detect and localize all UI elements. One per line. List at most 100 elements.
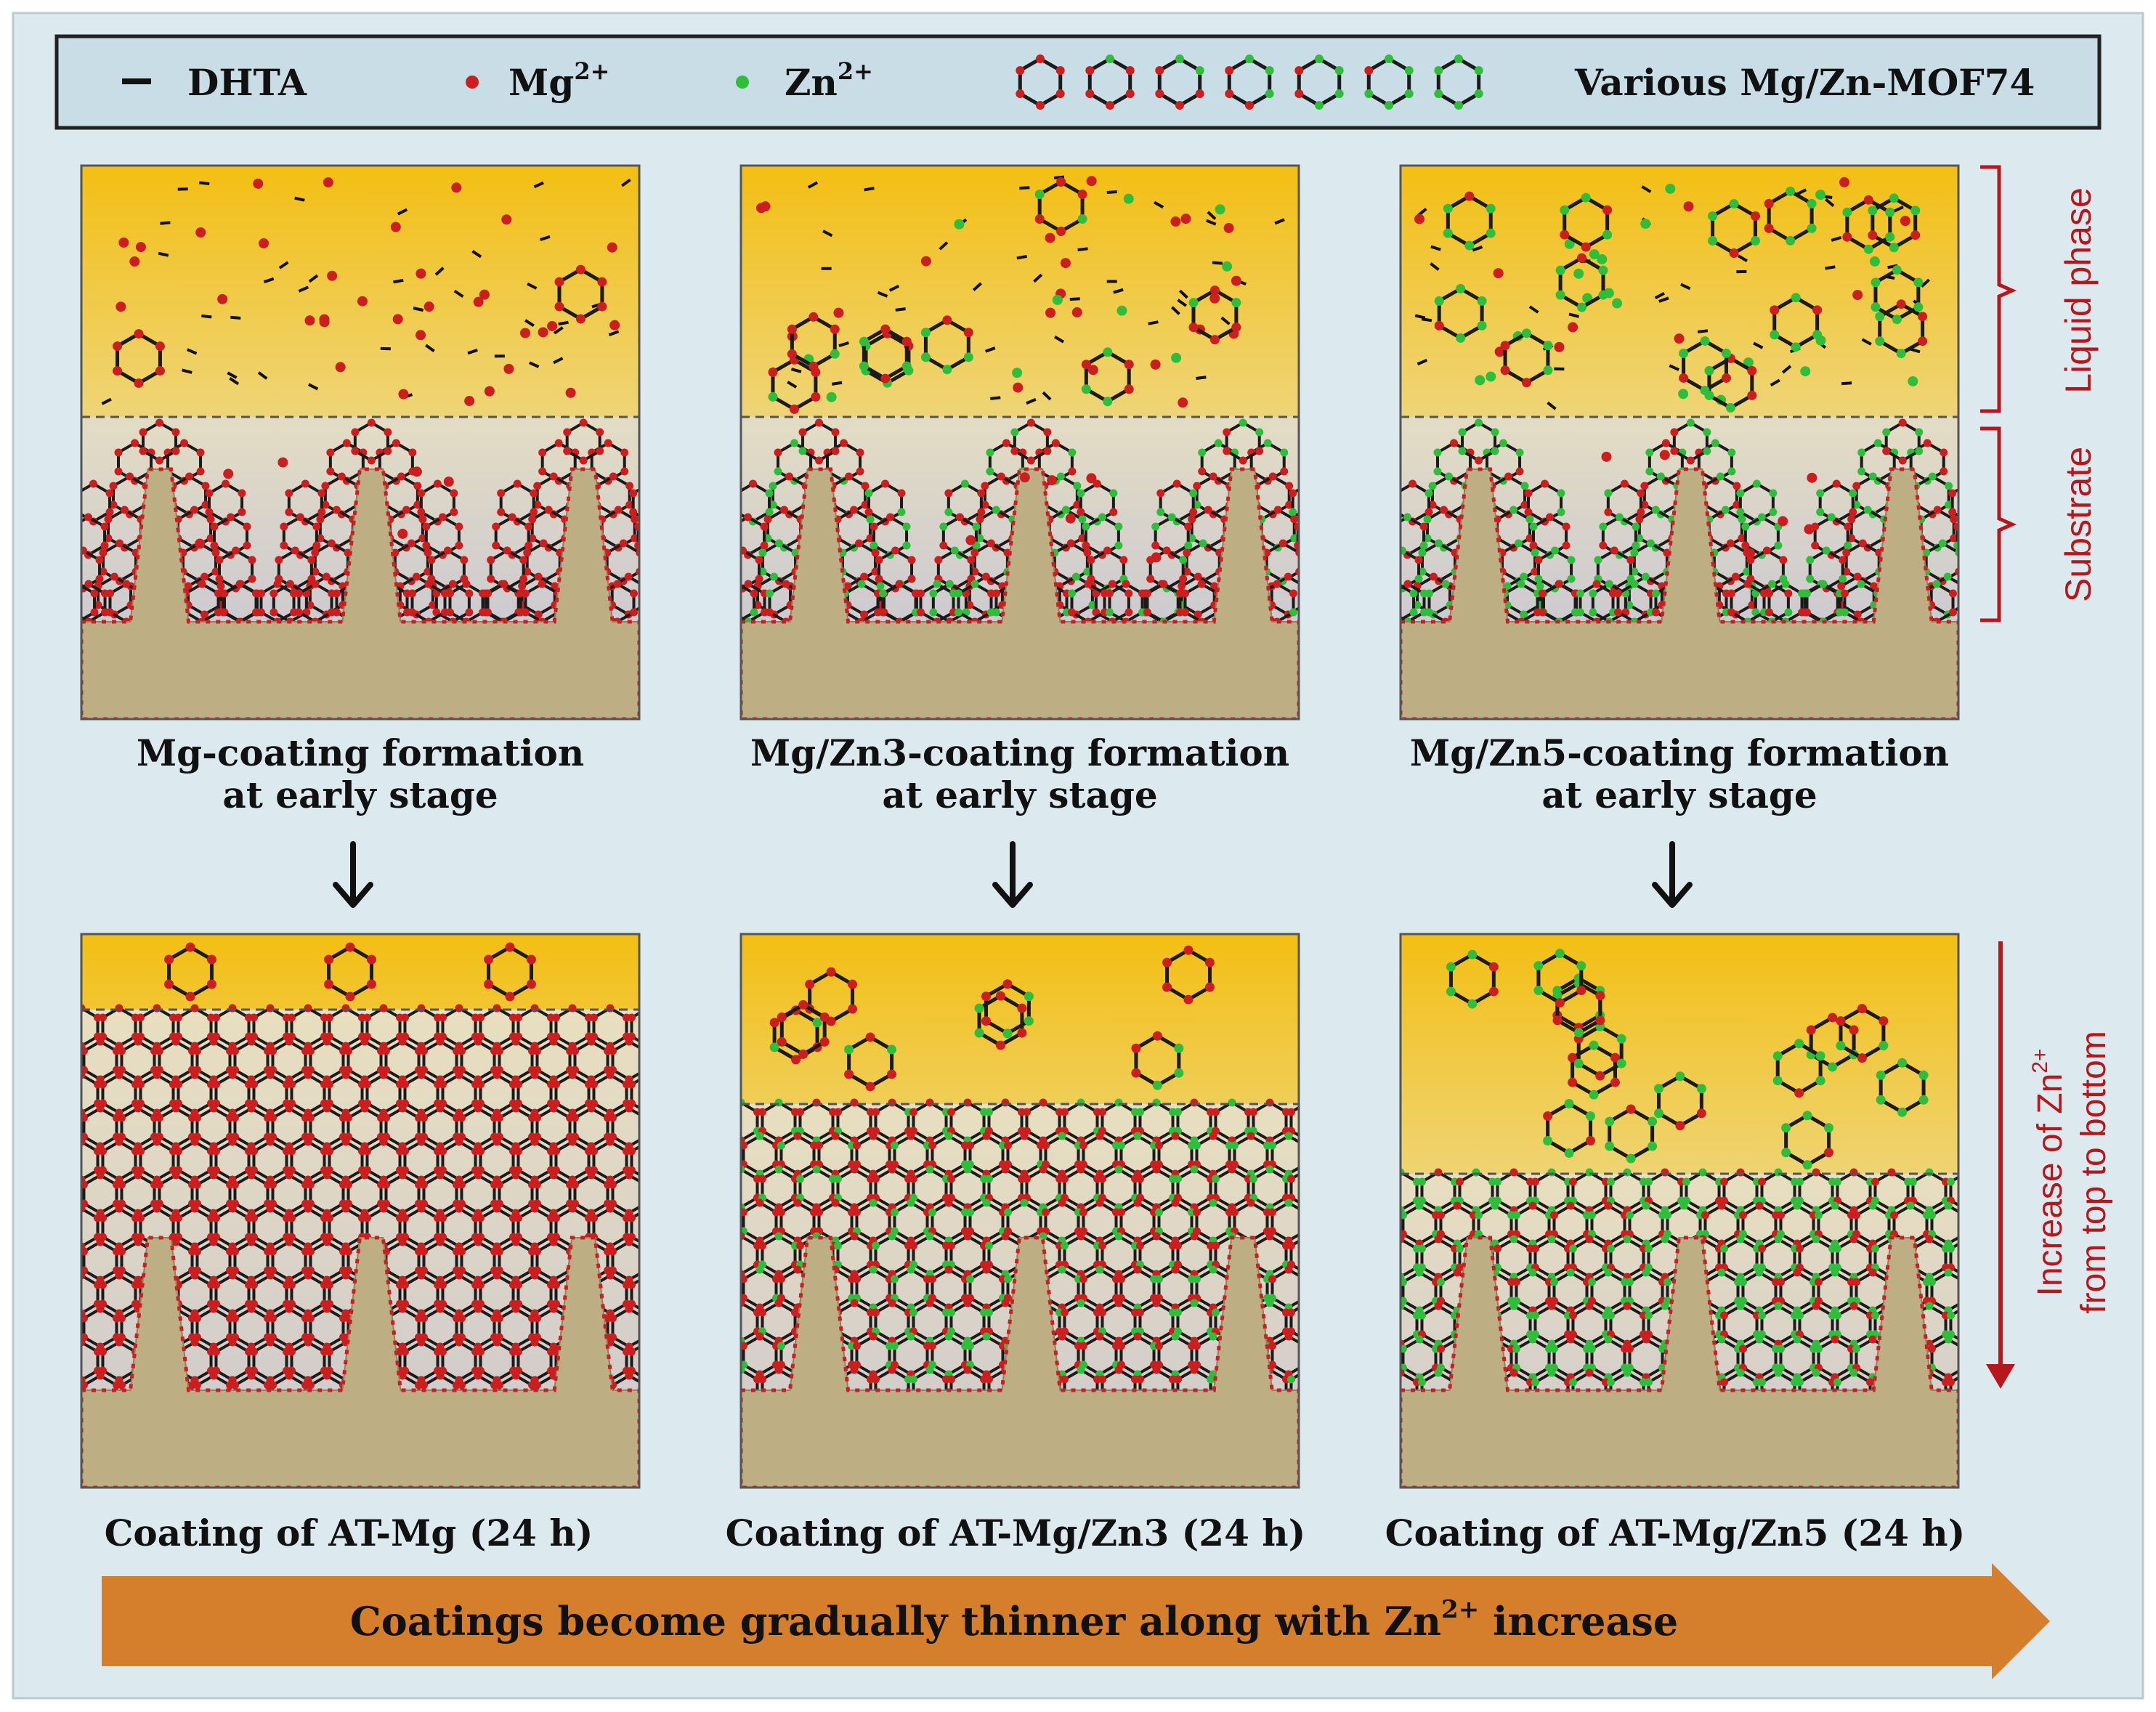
- mof74-ring: [1443, 191, 1496, 251]
- mg-ion: [118, 237, 129, 248]
- mg-ion: [609, 320, 620, 330]
- mg-ion: [327, 270, 338, 281]
- mof74-ring: [1364, 54, 1414, 110]
- mof74-ring: [1587, 1268, 1629, 1315]
- dhta-molecule: [533, 181, 544, 189]
- mof74-ring: [608, 1305, 639, 1351]
- zn-ion: [1564, 238, 1575, 249]
- mg-ion: [1178, 397, 1188, 408]
- dhta-molecule: [608, 330, 620, 336]
- mof74-ring: [457, 1171, 499, 1217]
- mof74-ring: [741, 581, 758, 625]
- mg-ion: [1554, 341, 1565, 352]
- mof74-ring: [1946, 1175, 1958, 1207]
- dhta-molecule: [1154, 200, 1164, 209]
- mg-ion: [547, 320, 558, 331]
- mof74-ring: [777, 999, 830, 1059]
- mof74-ring: [1704, 353, 1757, 413]
- zn-ion: [1815, 190, 1826, 200]
- panel-at-mgzn5-24h: [1399, 933, 1960, 1489]
- dhta-molecule: [807, 181, 819, 189]
- substrate-base: [741, 1237, 1299, 1488]
- mof74-ring: [484, 942, 536, 1002]
- dhta-molecule: [1831, 235, 1842, 242]
- dhta-molecule: [1177, 299, 1188, 307]
- dhta-molecule: [838, 341, 849, 347]
- mof74-ring: [184, 572, 225, 619]
- mof74-ring: [1434, 54, 1483, 110]
- down-arrow-icon: [333, 841, 373, 908]
- mof74-coating-layer: [81, 1004, 639, 1418]
- dhta-molecule: [528, 361, 540, 368]
- mg-ion: [1151, 552, 1162, 563]
- mof74-ring: [1085, 54, 1135, 110]
- dhta-molecule: [227, 371, 238, 379]
- mg-ion: [451, 182, 462, 193]
- mof74-ring: [1606, 1168, 1648, 1214]
- zn-ion: [1589, 249, 1600, 260]
- dhta-molecule: [471, 250, 482, 259]
- mof74-ring: [1552, 978, 1605, 1038]
- mg-ion: [1568, 322, 1578, 333]
- mof74-ring: [164, 942, 216, 1002]
- mof74-ring: [1223, 418, 1264, 465]
- mg-ion: [473, 296, 484, 307]
- dhta-molecule: [158, 251, 169, 257]
- mof74-ring: [211, 1071, 254, 1117]
- mof74-ring: [1434, 283, 1487, 343]
- dhta-molecule: [1641, 185, 1652, 193]
- mof74-legend-icons: [1016, 54, 1483, 110]
- dhta-molecule: [434, 267, 445, 276]
- dhta-molecule: [278, 261, 289, 269]
- dhta-molecule: [1274, 218, 1285, 225]
- caption-mg-early-line1: Mg-coating formation: [137, 731, 584, 774]
- zn-ion-legend-icon: [736, 76, 749, 89]
- liquid-contents: [101, 177, 631, 549]
- zn-ion: [1486, 371, 1496, 382]
- mg-ion: [416, 268, 426, 279]
- dhta-molecule: [186, 348, 198, 355]
- dhta-molecule: [230, 315, 241, 320]
- mof74-ring: [1131, 1031, 1184, 1090]
- mg-ion: [195, 538, 206, 549]
- mof74-ring: [1034, 177, 1087, 236]
- mof74-ring: [306, 1238, 348, 1284]
- dhta-molecule: [1781, 365, 1792, 374]
- dhta-molecule: [939, 241, 949, 251]
- zn-ion: [1612, 298, 1623, 309]
- mof74-ring: [1814, 1268, 1856, 1315]
- dhta-molecule: [1841, 381, 1852, 386]
- mof74-legend-label: Various Mg/Zn-MOF74: [1574, 61, 2035, 104]
- mof74-ring: [787, 312, 840, 371]
- mof74-ring: [1871, 265, 1924, 325]
- mg-ion: [484, 386, 495, 397]
- dhta-molecule: [1053, 175, 1065, 180]
- dhta-molecule: [1680, 283, 1691, 291]
- dhta-molecule: [864, 187, 875, 192]
- caption-mgzn3-early-line1: Mg/Zn3-coating formation: [750, 731, 1289, 774]
- mof74-ring: [1781, 1111, 1834, 1170]
- zn-ion: [1012, 368, 1023, 378]
- dhta-molecule: [1026, 397, 1037, 405]
- mof74-ring: [1500, 328, 1553, 388]
- mof74-ring: [844, 1032, 897, 1092]
- dhta-legend-icon: [122, 78, 151, 84]
- mof74-ring: [1543, 1098, 1596, 1158]
- mof74-ring: [1795, 1302, 1837, 1348]
- dhta-molecule: [1920, 278, 1930, 288]
- dhta-molecule: [1654, 291, 1665, 300]
- dhta-molecule: [1113, 288, 1124, 294]
- mg-ion: [423, 301, 434, 312]
- legend: DHTA Mg2+ Zn2+ Various Mg/Zn-MOF74: [54, 34, 2102, 130]
- mg-ion: [1086, 176, 1097, 187]
- dhta-molecule: [1753, 341, 1764, 349]
- mof74-ring: [1770, 293, 1823, 352]
- mg-ion: [304, 315, 315, 326]
- mg-ion: [1071, 307, 1082, 318]
- mof74-ring: [1268, 1198, 1299, 1245]
- mof74-ring: [139, 418, 180, 465]
- substrate-base: [81, 468, 639, 719]
- zn-increase-arrow-icon: [1986, 941, 2015, 1389]
- dhta-molecule: [972, 282, 982, 291]
